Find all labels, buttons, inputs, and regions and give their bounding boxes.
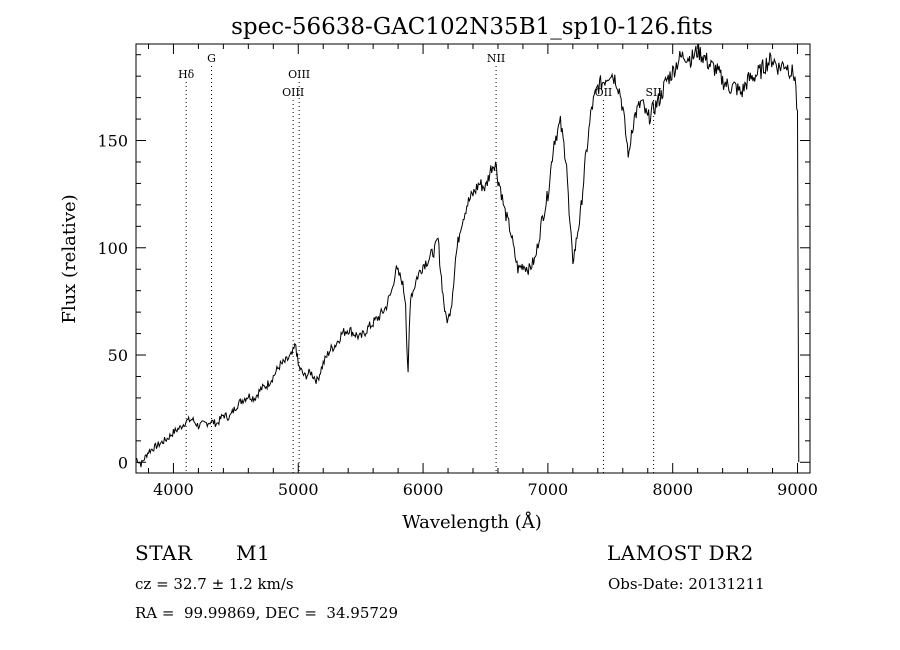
object-class: STAR [135,541,193,565]
x-axis-label: Wavelength (Å) [402,511,542,533]
y-tick-label: 150 [97,132,128,151]
line-marker-label: G [207,52,216,65]
line-marker-label: OII [595,86,613,99]
object-subclass: M1 [236,541,271,565]
line-marker-label: NII [487,52,505,65]
line-markers [185,66,655,473]
y-axis-label: Flux (relative) [59,194,80,323]
spectrum-chart: spec-56638-GAC102N35B1_sp10-126.fits 400… [59,14,818,533]
line-marker-label: Hδ [178,68,195,81]
y-tick-label: 0 [118,453,128,472]
x-tick-label: 4000 [153,480,194,499]
line-marker-label: OIII [288,68,310,81]
line-marker-label: OIII [282,86,304,99]
line-marker-labels: Hδ G OIII OIII NII OII SII [178,52,662,99]
chart-title: spec-56638-GAC102N35B1_sp10-126.fits [231,14,713,40]
spectrum-series-line [135,43,800,468]
y-tick-label: 50 [108,346,128,365]
sky-coordinates: RA = 99.99869, DEC = 34.95729 [135,604,399,622]
x-tick-label: 9000 [777,480,818,499]
x-tick-label: 8000 [652,480,693,499]
x-tick-label: 5000 [278,480,319,499]
line-marker-label: SII [645,86,661,99]
axis-ticks [136,44,810,473]
survey-name: LAMOST DR2 [607,541,754,565]
axis-tick-labels: 4000 5000 6000 7000 8000 9000 0 50 100 150 [97,132,817,499]
observation-date: Obs-Date: 20131211 [608,575,765,593]
redshift-velocity: cz = 32.7 ± 1.2 km/s [135,575,294,593]
x-tick-label: 7000 [528,480,569,499]
x-tick-label: 6000 [403,480,444,499]
y-tick-label: 100 [97,239,128,258]
